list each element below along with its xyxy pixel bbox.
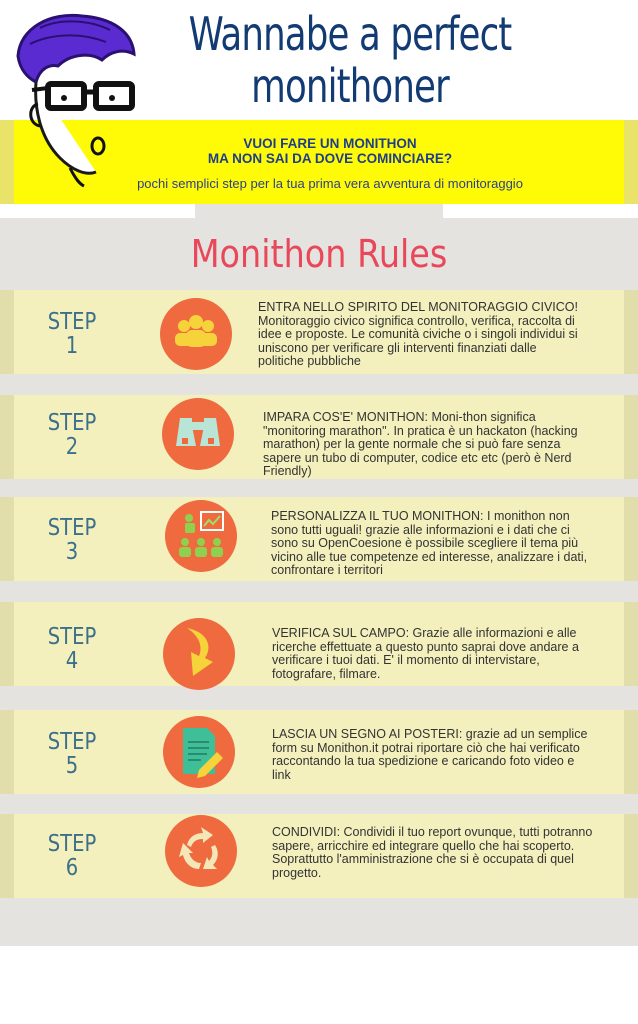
document-pencil-icon [183, 728, 223, 778]
step-label-1: STEP 1 [47, 309, 97, 359]
step-icon-circle-5 [163, 716, 235, 788]
step-icon-circle-2 [162, 398, 234, 470]
step-card-1 [0, 290, 638, 374]
question-line-1: VUOI FARE UN MONITHON [243, 136, 417, 151]
step-text-6: CONDIVIDI: Condividi il tuo report ovunq… [272, 825, 593, 880]
step-icon-circle-4 [163, 618, 235, 690]
step-icon-circle-1 [160, 298, 232, 370]
step-text-3: PERSONALIZZA IL TUO MONITHON: I monithon… [271, 509, 588, 577]
step-card-6 [0, 814, 638, 898]
step-label-5: STEP 5 [47, 729, 97, 779]
step-text-4: VERIFICA SUL CAMPO: Grazie alle informaz… [272, 626, 579, 681]
intro-question: VUOI FARE UN MONITHON MA NON SAI DA DOVE… [180, 136, 480, 166]
step-text-2: IMPARA COS'E' MONITHON: Moni-thon signif… [263, 410, 578, 478]
presentation-icon [179, 511, 224, 557]
step-text-5: LASCIA UN SEGNO AI POSTERI: grazie ad un… [272, 727, 588, 782]
step-label-2: STEP 2 [47, 410, 97, 460]
rules-title: Monithon Rules [190, 232, 448, 276]
step-card-3 [0, 497, 638, 581]
curved-arrow-icon [187, 628, 213, 676]
group-people-icon [175, 315, 217, 347]
intro-tagline: pochi semplici step per la tua prima ver… [137, 176, 523, 191]
binoculars-icon [176, 418, 220, 446]
step-icon-circle-3 [165, 500, 237, 572]
intro-banner [0, 120, 638, 204]
page-title: Wannabe a perfect monithoner [188, 7, 513, 113]
step-icon-circle-6 [165, 815, 237, 887]
question-line-2: MA NON SAI DA DOVE COMINCIARE? [207, 151, 453, 166]
step-card-2 [0, 395, 638, 479]
recycle-arrows-icon [179, 827, 218, 869]
step-label-4: STEP 4 [47, 624, 97, 674]
step-label-6: STEP 6 [47, 831, 97, 881]
avatar-illustration [16, 13, 136, 188]
step-text-1: ENTRA NELLO SPIRITO DEL MONITORAGGIO CIV… [258, 300, 578, 368]
step-card-4 [0, 602, 638, 686]
step-card-5 [0, 710, 638, 794]
step-label-3: STEP 3 [47, 515, 97, 565]
